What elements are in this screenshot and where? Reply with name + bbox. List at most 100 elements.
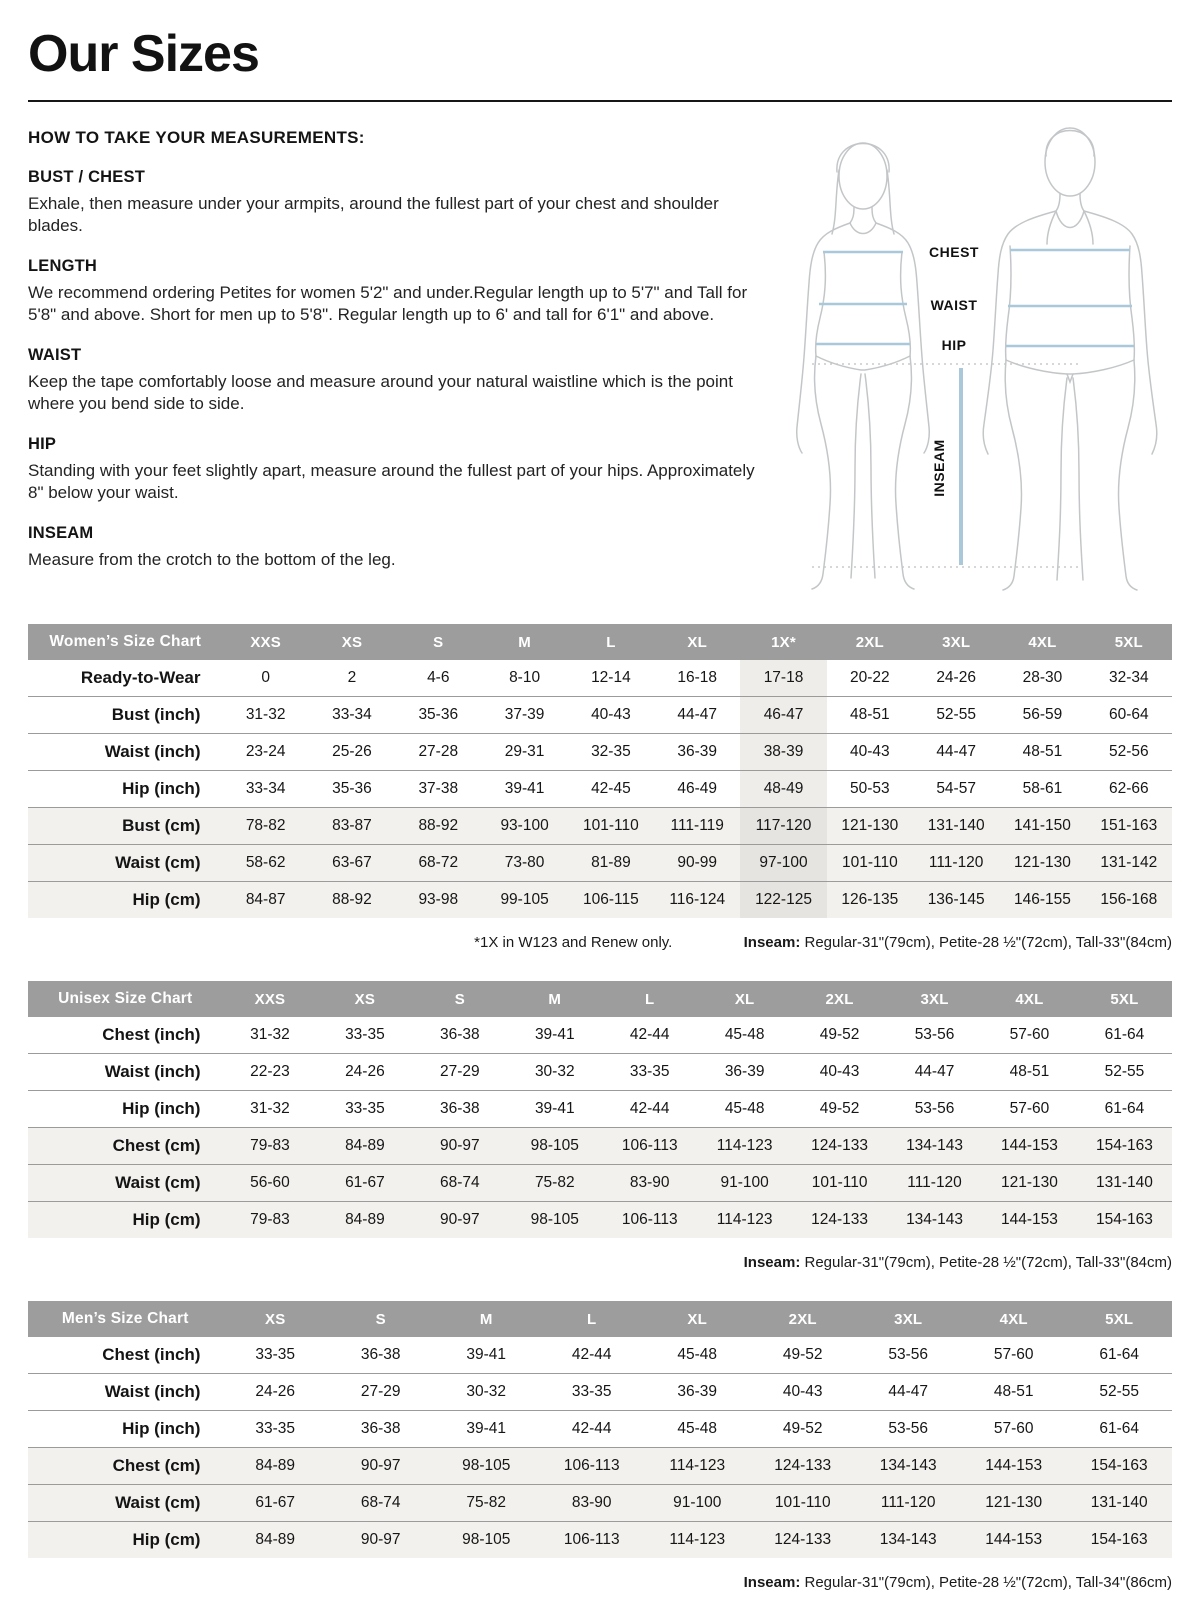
table-cell: 61-64 <box>1099 1420 1140 1437</box>
size-column-header: 5XL <box>1066 1301 1172 1337</box>
table-cell: 88-92 <box>332 891 372 908</box>
table-cell: 124-133 <box>774 1457 832 1474</box>
table-row: Chest (inch) 31-32 33-35 36-38 39-41 42-44 45-… <box>28 1017 1172 1054</box>
table-cell: 131-140 <box>1096 1174 1153 1191</box>
table-cell: 106-113 <box>563 1531 620 1548</box>
size-column-header: M <box>433 1301 539 1337</box>
inseam-note-label: Inseam: <box>743 934 801 951</box>
womens-size-chart-table: Women’s Size Chart XXS XS S M L XL 1X* 2XL 3XL 4XL… <box>28 624 1172 918</box>
table-cell: 36-38 <box>360 1420 401 1437</box>
table-cell: 39-41 <box>534 1026 575 1043</box>
table-cell: 83-87 <box>332 817 372 834</box>
table-cell: 58-61 <box>1022 780 1063 797</box>
table-cell: 23-24 <box>245 743 286 760</box>
table-cell: 144-153 <box>1001 1137 1058 1154</box>
table-cell: 111-120 <box>907 1174 962 1191</box>
row-label: Waist (inch) <box>104 742 201 761</box>
inseam-note-text: Regular-31"(79cm), Petite-28 ½"(72cm), T… <box>800 1574 1172 1591</box>
table-cell: 151-163 <box>1100 817 1158 834</box>
table-cell: 45-48 <box>724 1026 765 1043</box>
table-cell: 36-38 <box>360 1346 401 1363</box>
table-cell: 134-143 <box>879 1531 937 1548</box>
size-header-row: Unisex Size Chart XXS XS S M L XL 2XL 3XL 4XL 5XL <box>28 981 1172 1017</box>
size-column-header: M <box>507 981 603 1017</box>
table-cell: 39-41 <box>504 780 545 797</box>
inseam-note-text: Regular-31"(79cm), Petite-28 ½"(72cm), T… <box>800 1254 1172 1271</box>
womens-1x-footnote: *1X in W123 and Renew only. <box>474 934 673 951</box>
size-column-header: XS <box>308 624 396 660</box>
table-cell: 54-57 <box>936 780 976 797</box>
man-figure-outline <box>982 127 1158 591</box>
table-title: Women’s Size Chart <box>28 624 223 660</box>
size-column-header: 2XL <box>826 624 913 660</box>
size-column-header: 2XL <box>749 1301 856 1337</box>
table-cell: 111-120 <box>880 1494 936 1511</box>
table-title: Men’s Size Chart <box>28 1301 223 1337</box>
womens-size-chart: Women’s Size Chart XXS XS S M L XL 1X* 2XL 3XL 4XL… <box>28 624 1172 918</box>
table-cell: 154-163 <box>1090 1531 1148 1548</box>
row-label: Chest (cm) <box>112 1456 201 1475</box>
table-cell: 45-48 <box>677 1346 718 1363</box>
table-row: Chest (cm) 79-83 84-89 90-97 98-105 106-113 11… <box>28 1127 1172 1165</box>
table-cell: 39-41 <box>534 1100 575 1117</box>
table-cell: 40-43 <box>782 1383 823 1400</box>
table-cell: 98-105 <box>530 1137 579 1154</box>
table-cell: 27-29 <box>360 1383 401 1400</box>
row-label: Bust (cm) <box>122 816 201 835</box>
table-row: Waist (inch) 22-23 24-26 27-29 30-32 33-35 36-… <box>28 1053 1172 1091</box>
size-header-row: Men’s Size Chart XS S M L XL 2XL 3XL 4XL 5XL <box>28 1301 1172 1337</box>
table-cell: 16-18 <box>677 669 718 686</box>
section-length: LENGTH We recommend ordering Petites for… <box>28 257 768 327</box>
table-cell: 101-110 <box>841 854 898 871</box>
table-cell: 17-18 <box>740 660 827 697</box>
row-label: Hip (inch) <box>122 779 201 798</box>
size-column-header: 1X* <box>740 624 827 660</box>
table-cell: 36-39 <box>677 1383 718 1400</box>
table-cell: 124-133 <box>774 1531 832 1548</box>
table-cell: 4-6 <box>427 669 450 686</box>
table-row: Hip (cm) 84-89 90-97 98-105 106-113 114-123 12… <box>28 1521 1172 1558</box>
table-cell: 49-52 <box>819 1026 860 1043</box>
table-cell: 33-34 <box>245 780 286 797</box>
measurements-heading: HOW TO TAKE YOUR MEASUREMENTS: <box>28 128 365 147</box>
table-cell: 57-60 <box>993 1420 1034 1437</box>
table-cell: 42-44 <box>571 1346 612 1363</box>
table-cell: 117-120 <box>740 807 827 845</box>
table-cell: 33-35 <box>345 1100 385 1117</box>
size-column-header: XL <box>697 981 793 1017</box>
table-cell: 98-105 <box>530 1211 579 1228</box>
table-row: Waist (cm) 58-62 63-67 68-72 73-80 81-89 90-99… <box>28 844 1172 882</box>
table-cell: 46-49 <box>677 780 718 797</box>
table-cell: 88-92 <box>418 817 459 834</box>
section-bust-chest: BUST / CHEST Exhale, then measure under … <box>28 168 768 238</box>
table-cell: 49-52 <box>782 1346 823 1363</box>
size-column-header: 2XL <box>792 981 888 1017</box>
size-header-row: Women’s Size Chart XXS XS S M L XL 1X* 2XL 3XL 4XL… <box>28 624 1172 660</box>
womens-size-chart-block: Women’s Size Chart XXS XS S M L XL 1X* 2XL 3XL 4XL… <box>28 624 1172 951</box>
table-cell: 28-30 <box>1022 669 1063 686</box>
row-label: Hip (cm) <box>132 1210 201 1229</box>
table-cell: 90-97 <box>440 1211 480 1228</box>
hip-label: HIP <box>942 337 967 353</box>
table-cell: 111-119 <box>670 817 724 834</box>
size-column-header: 5XL <box>1085 624 1172 660</box>
table-cell: 126-135 <box>841 891 899 908</box>
table-cell: 101-110 <box>583 817 639 834</box>
table-cell: 33-35 <box>345 1026 385 1043</box>
row-label: Waist (inch) <box>104 1382 201 1401</box>
table-cell: 30-32 <box>466 1383 507 1400</box>
table-row: Bust (inch) 31-32 33-34 35-36 37-39 40-43 44-4… <box>28 696 1172 734</box>
section-body: Measure from the crotch to the bottom of… <box>28 549 396 569</box>
table-cell: 35-36 <box>418 706 459 723</box>
size-column-header: XS <box>317 981 413 1017</box>
table-cell: 114-123 <box>716 1211 773 1228</box>
table-cell: 0 <box>261 669 270 686</box>
table-row: Waist (inch) 24-26 27-29 30-32 33-35 36-39 40-… <box>28 1373 1172 1411</box>
table-title: Unisex Size Chart <box>28 981 223 1017</box>
table-cell: 40-43 <box>819 1063 860 1080</box>
table-cell: 131-140 <box>927 817 985 834</box>
table-cell: 68-72 <box>418 854 459 871</box>
section-body: Standing with your feet slightly apart, … <box>28 460 755 503</box>
table-cell: 50-53 <box>850 780 890 797</box>
table-cell: 32-34 <box>1108 669 1149 686</box>
